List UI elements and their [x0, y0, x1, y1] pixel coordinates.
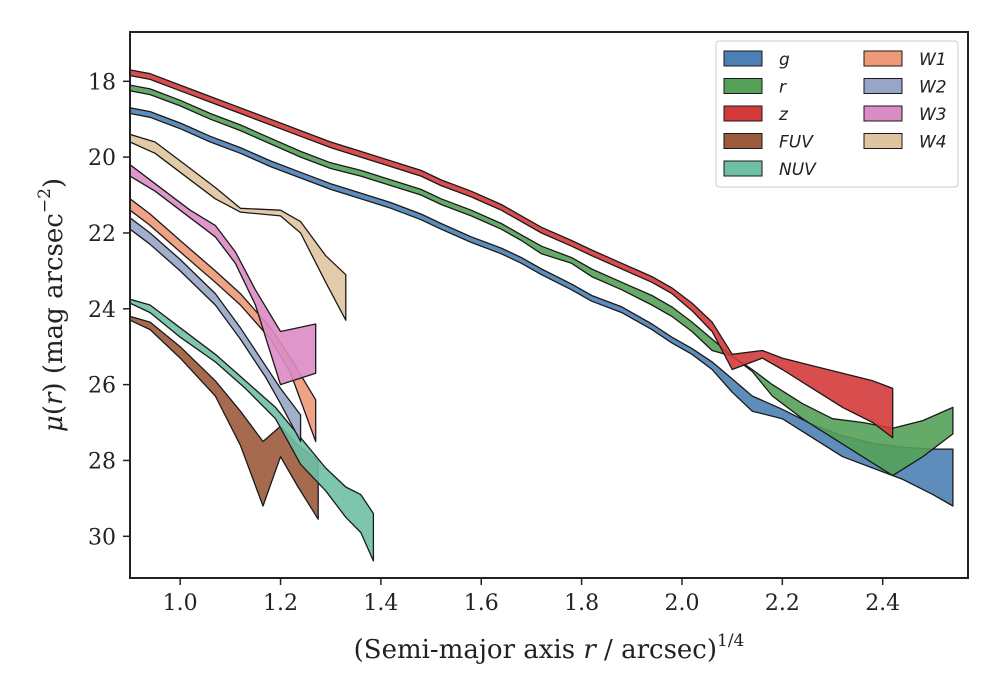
x-tick-label: 2.2 — [765, 591, 800, 616]
plot-frame — [129, 31, 969, 579]
y-tick-label: 22 — [88, 222, 116, 247]
y-tick-label: 26 — [88, 374, 116, 399]
x-axis-title-mid: / arcsec) — [596, 635, 717, 665]
y-axis-title-unit: (mag arcsec — [39, 213, 69, 382]
legend-label-w4: W4 — [919, 133, 947, 153]
x-tick-label: 2.0 — [664, 591, 699, 616]
legend: grz FUV NUV W1 W2 W3 W4 — [715, 40, 959, 188]
band-w1 — [130, 198, 317, 443]
y-tick-label: 20 — [88, 146, 116, 171]
legend-swatch-w2 — [863, 78, 903, 94]
y-axis-title: μ(r) (mag arcsec−2) — [35, 178, 69, 432]
y-axis-title-close: ) — [39, 382, 69, 392]
x-tick-label: 1.0 — [163, 591, 198, 616]
legend-label-w2: W2 — [919, 78, 947, 98]
x-axis-title-open: (Semi-major axis — [354, 635, 584, 665]
y-axis-title-open: ( — [39, 405, 69, 415]
x-axis: 1.0 1.2 1.4 1.6 1.8 2.0 2.2 2.4 — [163, 578, 900, 616]
legend-label-w1: W1 — [919, 50, 947, 70]
legend-swatch-w4 — [863, 133, 903, 149]
band-z — [130, 69, 894, 439]
y-axis-title-r: r — [39, 391, 69, 405]
y-axis-title-mu: μ — [39, 415, 69, 432]
legend-label-z: z — [778, 105, 789, 125]
legend-label-nuv: NUV — [779, 160, 817, 180]
legend-label-w3: W3 — [919, 105, 947, 125]
x-tick-label: 1.2 — [263, 591, 298, 616]
legend-swatch-g — [723, 50, 763, 67]
series-layer — [130, 69, 954, 562]
band-nuv — [130, 298, 375, 562]
legend-swatch-r — [723, 78, 763, 94]
x-axis-title-sup: 1/4 — [717, 631, 744, 651]
legend-swatch-fuv — [723, 133, 763, 149]
legend-label-fuv: FUV — [779, 133, 814, 153]
legend-swatch-w3 — [863, 105, 903, 122]
band-r — [130, 84, 954, 477]
legend-frame — [715, 40, 959, 188]
x-axis-title: (Semi-major axis r / arcsec)1/4 — [354, 631, 745, 665]
x-tick-label: 2.4 — [865, 591, 900, 616]
legend-swatch-w1 — [863, 50, 903, 67]
legend-label-g: g — [779, 50, 790, 70]
y-axis-title-end: ) — [39, 178, 69, 188]
legend-swatch-nuv — [723, 160, 763, 177]
legend-label-r: r — [779, 78, 787, 98]
band-g — [130, 107, 954, 507]
x-tick-label: 1.6 — [464, 591, 499, 616]
x-tick-label: 1.4 — [363, 591, 398, 616]
y-axis: 18 20 22 24 26 28 30 — [88, 70, 130, 550]
band-w4 — [130, 133, 347, 321]
y-tick-label: 18 — [88, 70, 116, 95]
y-tick-label: 30 — [88, 525, 116, 550]
y-tick-label: 28 — [88, 449, 116, 474]
x-tick-label: 1.8 — [564, 591, 599, 616]
band-w3 — [130, 164, 317, 386]
x-axis-title-r: r — [583, 635, 597, 665]
y-tick-label: 24 — [88, 298, 116, 323]
legend-swatch-z — [723, 105, 763, 122]
band-w2 — [130, 217, 302, 443]
band-fuv — [130, 315, 319, 520]
y-axis-title-sup: −2 — [35, 188, 55, 213]
